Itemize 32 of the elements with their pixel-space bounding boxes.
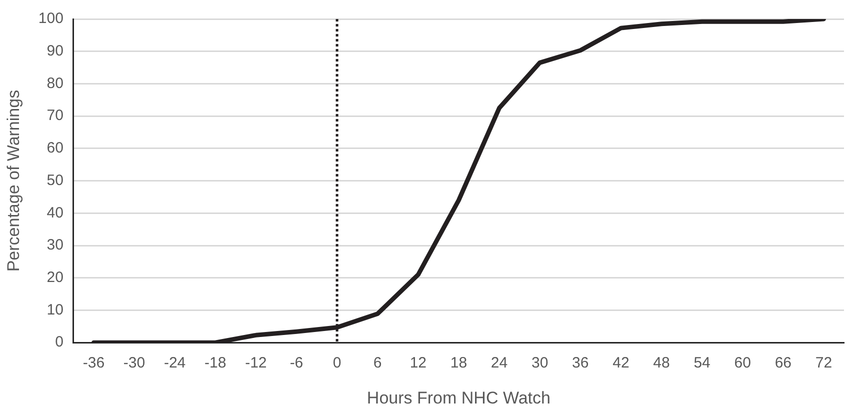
y-tick-label: 70 [46,107,64,124]
x-tick-label: 24 [490,354,508,372]
y-tick-label: 80 [46,74,64,92]
x-tick-label: -6 [290,354,304,372]
x-tick-label: 72 [815,354,832,372]
x-tick-label: -18 [204,354,226,372]
x-tick-label: 60 [734,354,751,372]
y-tick-label: 40 [46,204,64,222]
y-tick-label: 100 [38,10,64,28]
x-tick-label: -24 [164,354,186,372]
x-tick-label: 12 [410,354,426,372]
x-tick-label: 66 [774,354,792,372]
y-tick-label: 60 [46,140,64,157]
y-tick-label: 10 [46,301,64,318]
y-tick-label: 0 [55,334,64,351]
y-axis-title: Percentage of Warnings [4,90,23,272]
x-tick-label: 18 [450,354,468,372]
y-tick-label: 30 [46,236,64,254]
x-tick-label: 42 [612,354,630,372]
x-tick-label: 36 [572,354,589,372]
x-tick-label: -12 [245,354,267,372]
x-tick-label: 30 [531,354,548,372]
x-tick-label: 0 [332,354,342,372]
x-tick-label: 54 [694,354,710,372]
y-tick-label: 50 [46,172,64,189]
x-tick-label: 6 [373,354,382,372]
x-axis-title: Hours From NHC Watch [366,388,550,408]
x-tick-label: -36 [82,354,105,372]
x-tick-label: -30 [123,354,146,372]
y-tick-label: 90 [46,42,64,60]
y-tick-label: 20 [46,269,64,286]
x-tick-label: 48 [653,354,670,372]
